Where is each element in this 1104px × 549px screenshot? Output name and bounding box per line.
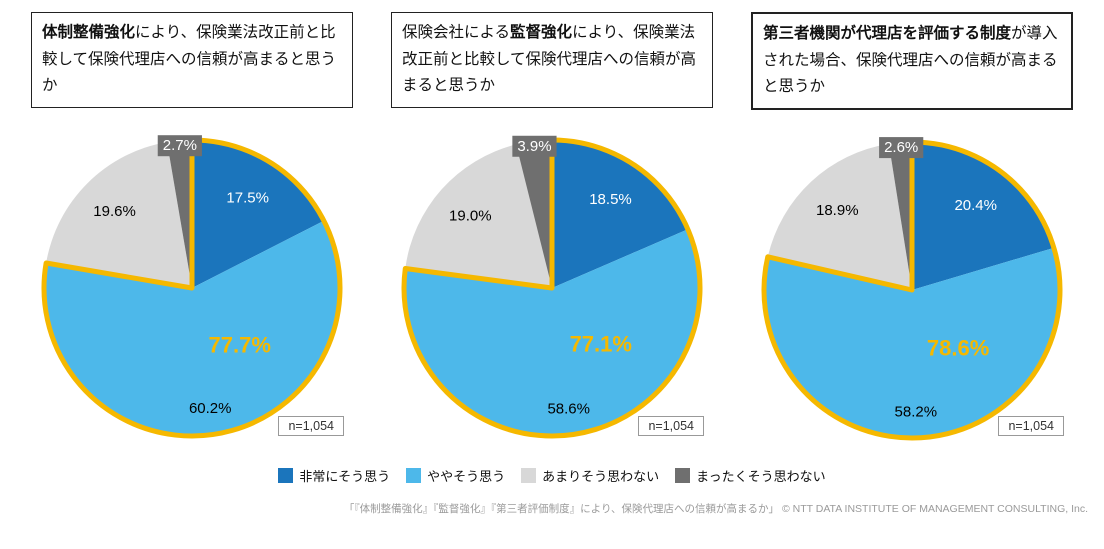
legend-swatch-icon <box>521 467 537 483</box>
pie-slice-3 <box>46 142 192 288</box>
title-segment: により、保険業法改正前と比較して保険代理店への信頼が高まると思うか <box>42 24 337 95</box>
title-segment: が導入された場合、保険代理店への信頼が高まると思うか <box>763 25 1058 96</box>
slice-label-callout-box <box>879 137 924 159</box>
title-segment-bold: 第三者機関が代理店を評価する制度 <box>763 25 1012 42</box>
legend-item-4: まったくそう思わない <box>675 466 826 485</box>
pie-slice-3 <box>767 143 912 290</box>
slice-percentage-label-1: 20.4% <box>954 197 997 214</box>
combined-percentage-label: 77.1% <box>570 331 632 356</box>
slice-percentage-label-3: 18.9% <box>816 202 859 219</box>
legend-label: ややそう思う <box>427 468 506 484</box>
legend-swatch-icon <box>675 467 691 483</box>
chart-title-3: 第三者機関が代理店を評価する制度が導入された場合、保険代理店への信頼が高まると思… <box>751 12 1073 110</box>
chart-title-2: 保険会社による監督強化により、保険業法改正前と比較して保険代理店への信頼が高まる… <box>391 12 713 108</box>
sample-size-badge-2: n=1,054 <box>638 416 704 436</box>
pie-slice-2 <box>764 247 1060 438</box>
pie-chart-3: 20.4% 58.2% 18.9% 2.6% 78.6% <box>761 137 1063 441</box>
pie-slice-1 <box>552 140 688 288</box>
combined-highlight-outline <box>401 137 703 439</box>
chart-column-2: 保険会社による監督強化により、保険業法改正前と比較して保険代理店への信頼が高まる… <box>376 12 728 452</box>
pie-slice-2 <box>44 220 340 436</box>
slice-label-callout-box <box>157 135 202 157</box>
slice-percentage-label-3: 19.6% <box>93 203 136 220</box>
slice-percentage-label-1: 18.5% <box>589 191 632 208</box>
sample-size-badge-3: n=1,054 <box>998 416 1064 436</box>
slice-percentage-label-1: 17.5% <box>226 189 269 206</box>
title-segment-bold: 体制整備強化 <box>42 24 136 41</box>
slice-percentage-label-2: 58.6% <box>547 400 590 417</box>
combined-highlight-outline <box>761 139 1063 441</box>
pie-chart-2: 18.5% 58.6% 19.0% 3.9% 77.1% <box>401 135 703 439</box>
pie-slice-2 <box>404 229 700 436</box>
combined-percentage-label: 77.7% <box>209 332 271 357</box>
legend-item-1: 非常にそう思う <box>278 466 390 485</box>
footer-caption: 「『体制整備強化』『監督強化』『第三者評価制度』により、保険代理店への信頼が高ま… <box>343 502 1088 515</box>
legend-label: 非常にそう思う <box>299 468 391 484</box>
pie-slice-3 <box>405 144 552 288</box>
legend-swatch-icon <box>278 467 294 483</box>
pie-chart-1: 17.5% 60.2% 19.6% 2.7% 77.7% <box>41 135 343 439</box>
legend-label: あまりそう思わない <box>542 468 660 484</box>
title-segment-bold: 監督強化 <box>510 24 573 41</box>
pie-slice-4 <box>888 141 913 290</box>
slice-percentage-label-4: 2.6% <box>884 139 918 156</box>
slice-percentage-label-4: 2.7% <box>163 137 197 154</box>
title-segment: により、保険業法改正前と比較して保険代理店への信頼が高まると思うか <box>402 24 697 95</box>
charts-row: 体制整備強化により、保険業法改正前と比較して保険代理店への信頼が高まると思うか … <box>16 12 1088 452</box>
combined-highlight-outline <box>41 137 343 439</box>
chart-title-1: 体制整備強化により、保険業法改正前と比較して保険代理店への信頼が高まると思うか <box>31 12 353 108</box>
legend: 非常にそう思う ややそう思う あまりそう思わない まったくそう思わない <box>0 466 1104 485</box>
legend-item-2: ややそう思う <box>406 466 505 485</box>
chart-column-1: 体制整備強化により、保険業法改正前と比較して保険代理店への信頼が高まると思うか … <box>16 12 368 452</box>
legend-label: まったくそう思わない <box>696 468 826 484</box>
title-segment: 保険会社による <box>402 24 511 41</box>
slice-percentage-label-3: 19.0% <box>449 207 492 224</box>
pie-slice-1 <box>912 141 1054 290</box>
slice-percentage-label-2: 60.2% <box>189 400 232 417</box>
legend-swatch-icon <box>406 467 422 483</box>
combined-percentage-label: 78.6% <box>927 336 989 361</box>
slice-label-callout-box <box>512 135 557 157</box>
slice-percentage-label-2: 58.2% <box>895 404 938 421</box>
pie-slice-4 <box>167 140 192 288</box>
sample-size-badge-1: n=1,054 <box>278 416 344 436</box>
pie-slice-4 <box>516 140 552 288</box>
pie-slice-1 <box>192 140 324 288</box>
slice-percentage-label-4: 3.9% <box>517 138 551 155</box>
chart-column-3: 第三者機関が代理店を評価する制度が導入された場合、保険代理店への信頼が高まると思… <box>736 12 1088 452</box>
legend-item-3: あまりそう思わない <box>521 466 659 485</box>
